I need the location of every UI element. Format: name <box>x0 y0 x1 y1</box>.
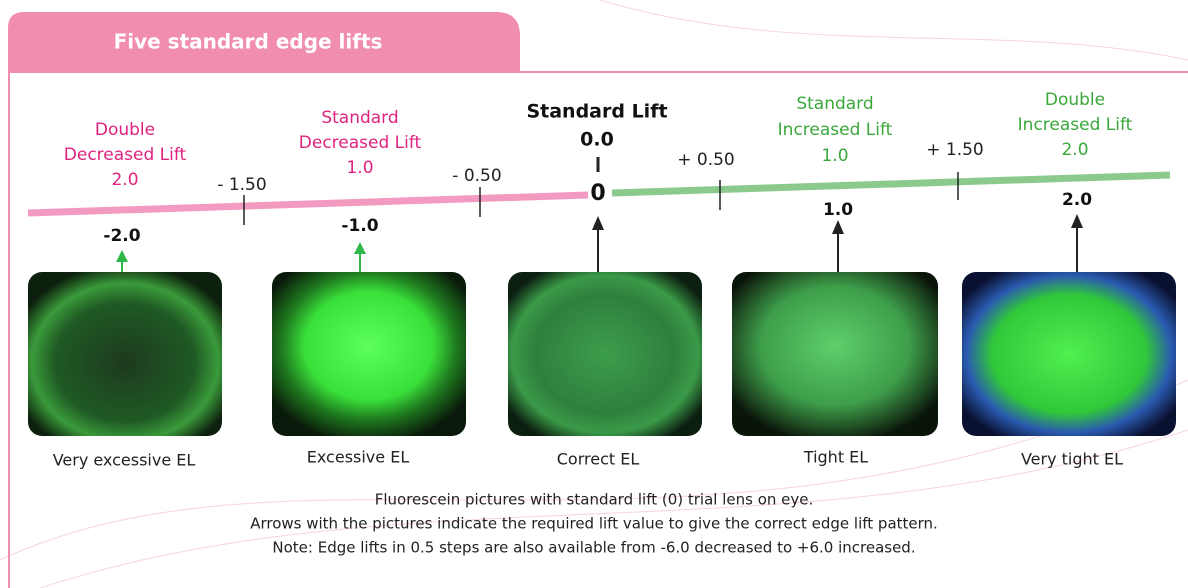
infographic: Five standard edge lifts - 1.50 - 0.50 +… <box>0 0 1188 588</box>
lift-name: Decreased Lift <box>299 133 422 153</box>
lift-position: 1.0 <box>823 200 853 220</box>
scale-step: + 1.50 <box>926 140 984 160</box>
lift-position: 0 <box>590 181 605 206</box>
lift-name: Standard Lift <box>526 101 667 123</box>
lift-amount: 1.0 <box>346 158 373 178</box>
lift-position: -1.0 <box>341 216 378 236</box>
picture-caption: Tight EL <box>803 448 868 467</box>
lift-position: -2.0 <box>103 226 140 246</box>
note: Arrows with the pictures indicate the re… <box>250 515 938 533</box>
lift-name: Double <box>1045 90 1105 110</box>
header-title: Five standard edge lifts <box>114 30 383 54</box>
lift-name: Increased Lift <box>1018 115 1133 135</box>
scale-step: + 0.50 <box>677 150 735 170</box>
lift-amount: 2.0 <box>1061 140 1088 160</box>
picture-caption: Correct EL <box>557 450 640 469</box>
lift-amount: 0.0 <box>580 129 614 151</box>
scale-step: - 1.50 <box>217 175 266 195</box>
fluorescein-pictures <box>28 272 1176 436</box>
note: Note: Edge lifts in 0.5 steps are also a… <box>272 539 915 557</box>
arrows <box>116 214 1083 272</box>
lift-name: Decreased Lift <box>64 145 187 165</box>
decreased-scale-line <box>28 195 588 213</box>
lift-name: Increased Lift <box>778 120 893 140</box>
lift-name: Standard <box>796 94 873 114</box>
lift-amount: 1.0 <box>821 146 848 166</box>
lift-name: Double <box>95 120 155 140</box>
lift-position: 2.0 <box>1062 190 1092 210</box>
note: Fluorescein pictures with standard lift … <box>375 491 814 509</box>
picture-caption: Excessive EL <box>307 448 410 467</box>
picture-caption: Very excessive EL <box>53 451 196 470</box>
lift-amount: 2.0 <box>111 170 138 190</box>
scale-step: - 0.50 <box>452 166 501 186</box>
lift-name: Standard <box>321 108 398 128</box>
picture-caption: Very tight EL <box>1021 450 1123 469</box>
